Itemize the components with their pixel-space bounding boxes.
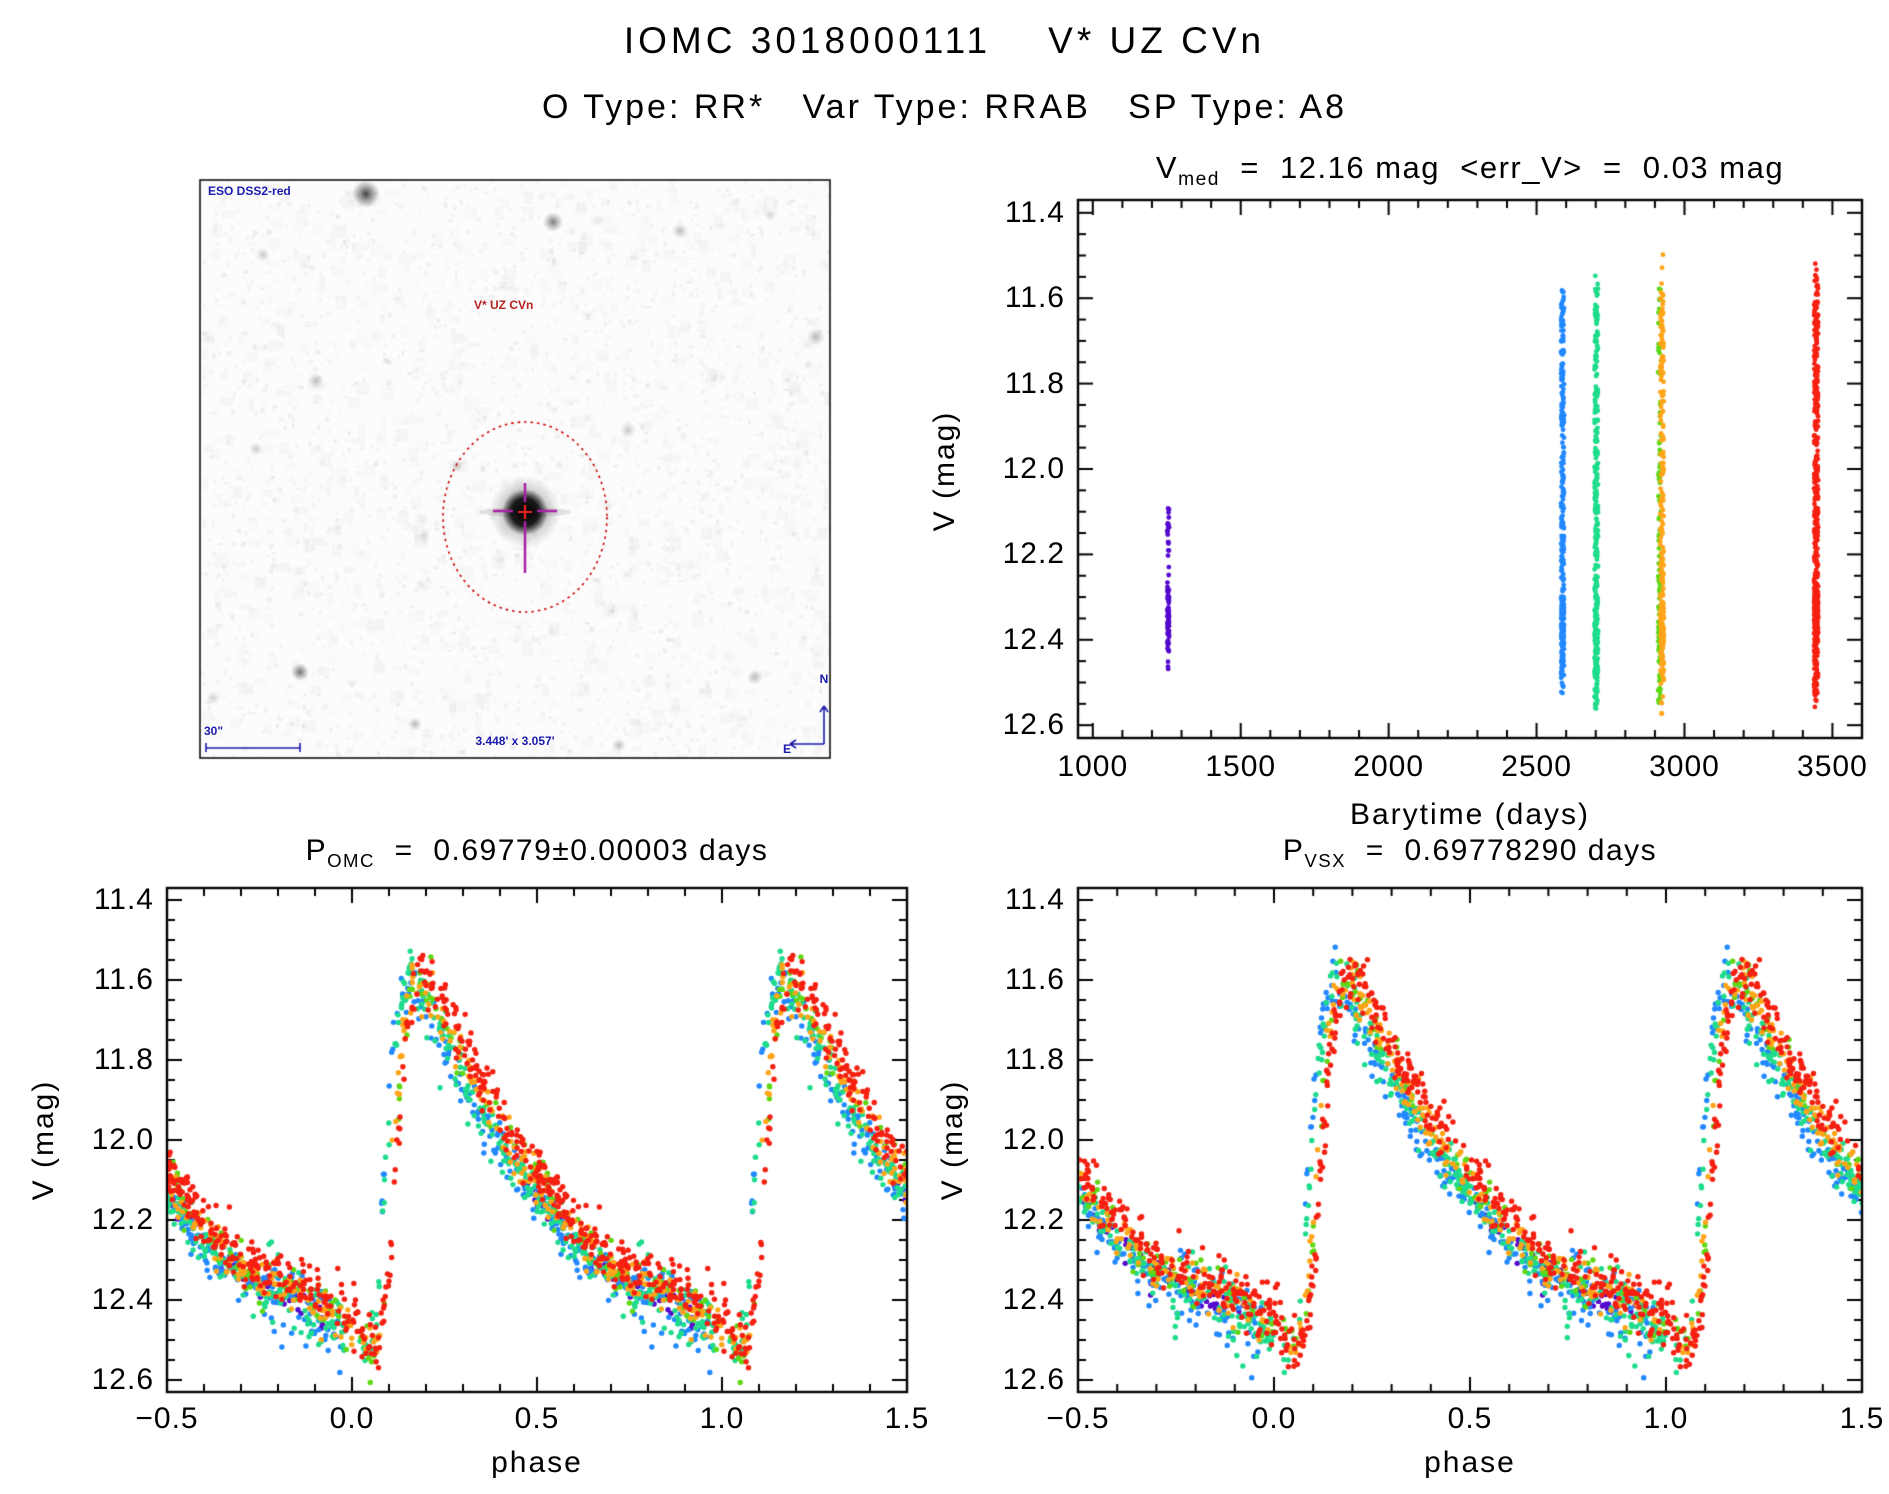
plots-canvas — [0, 0, 1889, 1494]
iomc-lightcurve-page: IOMC 3018000111 V* UZ CVn O Type: RR* Va… — [0, 0, 1889, 1494]
